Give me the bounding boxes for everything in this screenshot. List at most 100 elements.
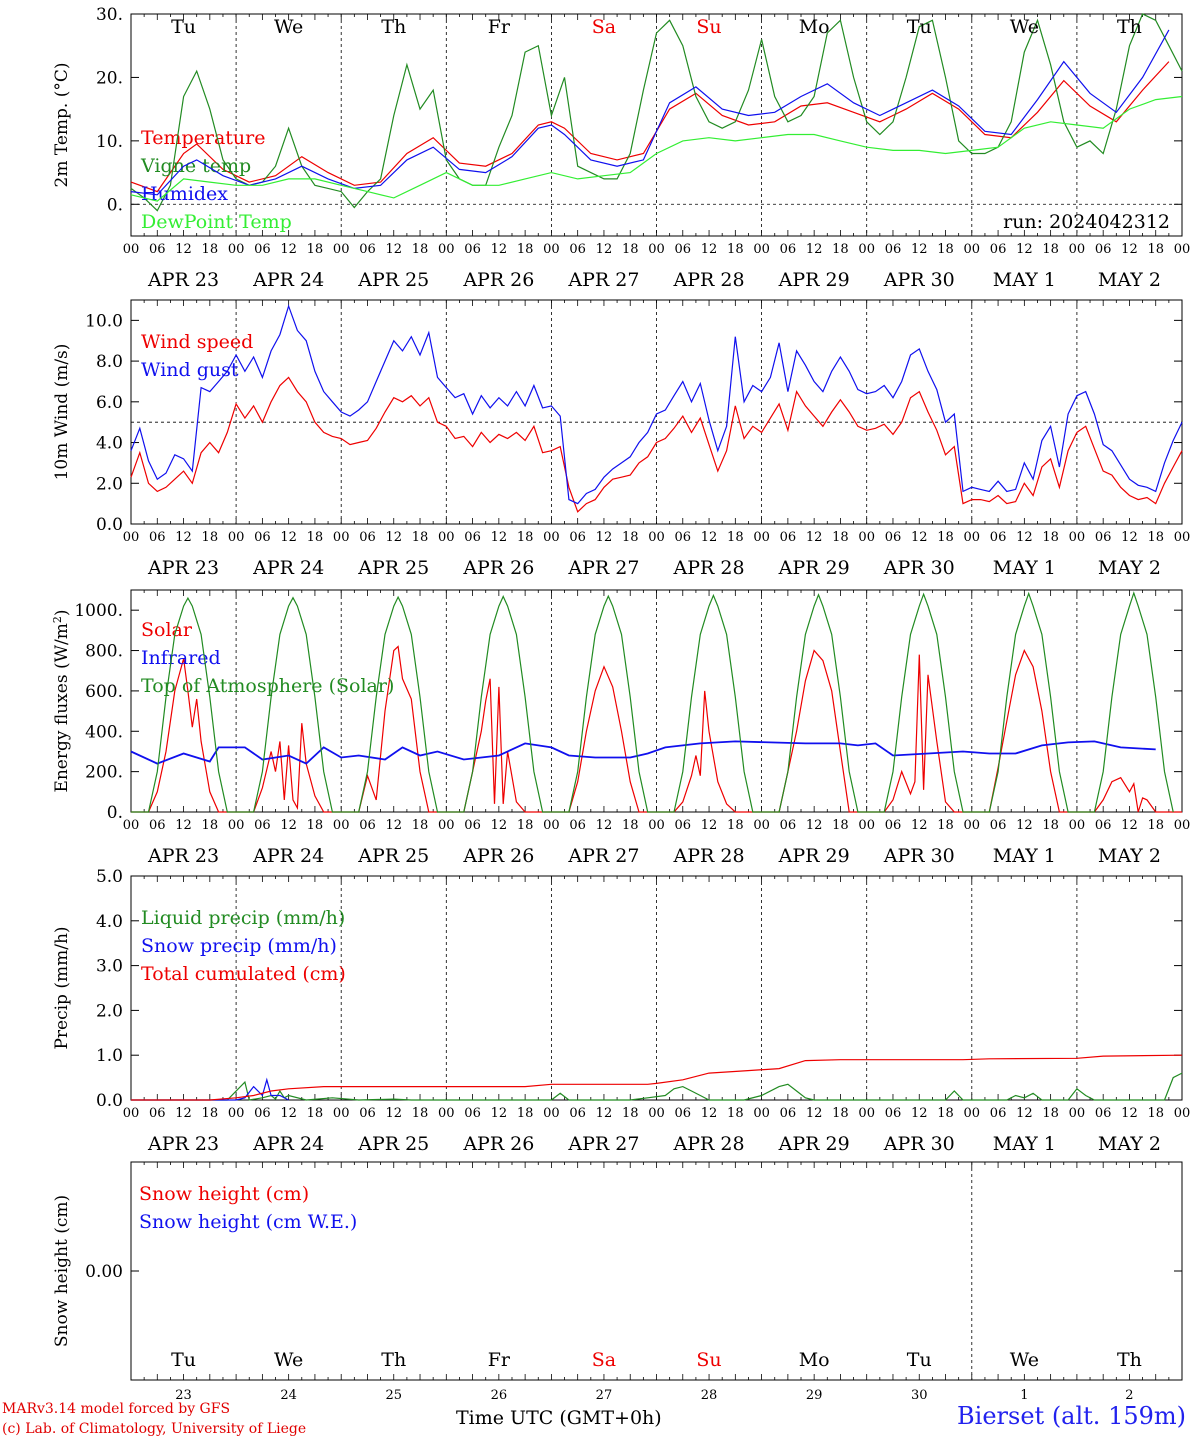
date-label: APR 29 (778, 1133, 850, 1155)
series-line-total-cumulated-cm- (131, 1054, 1183, 1101)
hour-tick-label: 06 (149, 530, 166, 545)
hour-tick-label: 18 (622, 530, 639, 545)
hour-tick-label: 12 (701, 1106, 718, 1121)
weekday-label: Th (1117, 1349, 1142, 1371)
day-number-label: 25 (385, 1388, 402, 1403)
y-tick-label: 30. (96, 5, 123, 25)
hour-tick-label: 12 (806, 1106, 823, 1121)
y-tick-label: 2.0 (96, 1001, 123, 1021)
hour-tick-label: 18 (307, 818, 324, 833)
series-line-snow-precip-mm-h- (131, 1077, 289, 1101)
date-label: APR 27 (567, 269, 639, 291)
hour-tick-label: 06 (885, 530, 902, 545)
day-number-label: 29 (806, 1388, 823, 1403)
date-label: MAY 2 (1098, 269, 1161, 291)
y-tick-label: 0.00 (85, 1262, 123, 1282)
date-label: APR 23 (147, 269, 219, 291)
hour-tick-label: 12 (491, 242, 508, 257)
hour-tick-label: 12 (911, 242, 928, 257)
date-label: APR 27 (567, 1133, 639, 1155)
hour-tick-label: 18 (517, 530, 534, 545)
hour-tick-label: 00 (228, 818, 245, 833)
hour-tick-label: 18 (412, 1106, 429, 1121)
hour-tick-label: 00 (753, 242, 770, 257)
hour-tick-label: 18 (1147, 818, 1164, 833)
day-number-label: 30 (911, 1388, 928, 1403)
hour-tick-label: 06 (675, 530, 692, 545)
hour-tick-label: 12 (1016, 242, 1033, 257)
day-number-label: 24 (280, 1388, 297, 1403)
date-label: APR 24 (252, 1133, 324, 1155)
y-tick-label: 8.0 (96, 352, 123, 372)
hour-tick-label: 18 (1042, 530, 1059, 545)
hour-tick-label: 06 (990, 1106, 1007, 1121)
hour-tick-label: 12 (701, 818, 718, 833)
hour-tick-label: 06 (464, 530, 481, 545)
series-line-liquid-precip-mm-h- (131, 1072, 1183, 1101)
weekday-label: We (1010, 16, 1039, 38)
hour-tick-label: 00 (648, 818, 665, 833)
hour-tick-label: 00 (438, 1106, 455, 1121)
hour-tick-label: 12 (1016, 818, 1033, 833)
hour-tick-label: 00 (964, 1106, 981, 1121)
y-tick-label: 600. (85, 682, 123, 702)
hour-tick-label: 12 (911, 530, 928, 545)
y-tick-label: 6.0 (96, 393, 123, 413)
hour-tick-label: 00 (858, 530, 875, 545)
day-number-label: 28 (701, 1388, 718, 1403)
hour-tick-label: 00 (964, 818, 981, 833)
hour-tick-label: 12 (175, 818, 192, 833)
hour-tick-label: 12 (385, 818, 402, 833)
hour-tick-label: 12 (280, 1106, 297, 1121)
series-line-infrared (130, 740, 1156, 765)
hour-tick-label: 12 (491, 530, 508, 545)
hour-tick-label: 18 (1147, 242, 1164, 257)
y-tick-label: 200. (85, 763, 123, 783)
weekday-label: Su (696, 1349, 721, 1371)
hour-tick-label: 00 (1174, 1106, 1191, 1121)
legend-entry: DewPoint Temp (141, 211, 292, 233)
date-label: APR 26 (462, 269, 534, 291)
weekday-label: Mo (799, 16, 830, 38)
legend-entry: Solar (141, 619, 193, 641)
hour-tick-label: 18 (307, 530, 324, 545)
hour-tick-label: 00 (1174, 242, 1191, 257)
legend-entry: Wind speed (141, 331, 253, 353)
weekday-label: Th (381, 16, 406, 38)
hour-tick-label: 18 (937, 530, 954, 545)
date-label: APR 27 (567, 557, 639, 579)
weekday-label: We (274, 1349, 303, 1371)
hour-tick-label: 18 (517, 242, 534, 257)
hour-tick-label: 00 (123, 818, 140, 833)
date-label: APR 28 (673, 269, 745, 291)
hour-tick-label: 00 (543, 1106, 560, 1121)
date-label: APR 24 (252, 557, 324, 579)
hour-tick-label: 00 (438, 818, 455, 833)
y-tick-label: 10. (96, 132, 123, 152)
legend-entry: Infrared (141, 647, 221, 669)
hour-tick-label: 06 (780, 818, 797, 833)
date-label: APR 29 (778, 845, 850, 867)
weekday-label: Sa (592, 1349, 616, 1371)
station-label: Bierset (alt. 159m) (957, 1402, 1186, 1430)
hour-tick-label: 06 (464, 818, 481, 833)
hour-tick-label: 06 (569, 1106, 586, 1121)
weekday-label: Th (1117, 16, 1142, 38)
hour-tick-label: 18 (727, 818, 744, 833)
hour-tick-label: 06 (780, 242, 797, 257)
date-label: MAY 2 (1098, 557, 1161, 579)
hour-tick-label: 18 (1042, 818, 1059, 833)
y-axis-label: Snow height (cm) (52, 1195, 72, 1347)
y-axis-label: Precip (mm/h) (52, 926, 72, 1049)
day-number-label: 2 (1125, 1388, 1133, 1403)
y-tick-label: 4.0 (96, 912, 123, 932)
hour-tick-label: 06 (990, 818, 1007, 833)
hour-tick-label: 18 (622, 1106, 639, 1121)
date-label: APR 26 (462, 845, 534, 867)
weekday-label: Tu (907, 1349, 932, 1371)
hour-tick-label: 18 (1042, 1106, 1059, 1121)
hour-tick-label: 06 (149, 1106, 166, 1121)
hour-tick-label: 06 (1095, 818, 1112, 833)
legend-entry: Temperature (141, 127, 265, 149)
